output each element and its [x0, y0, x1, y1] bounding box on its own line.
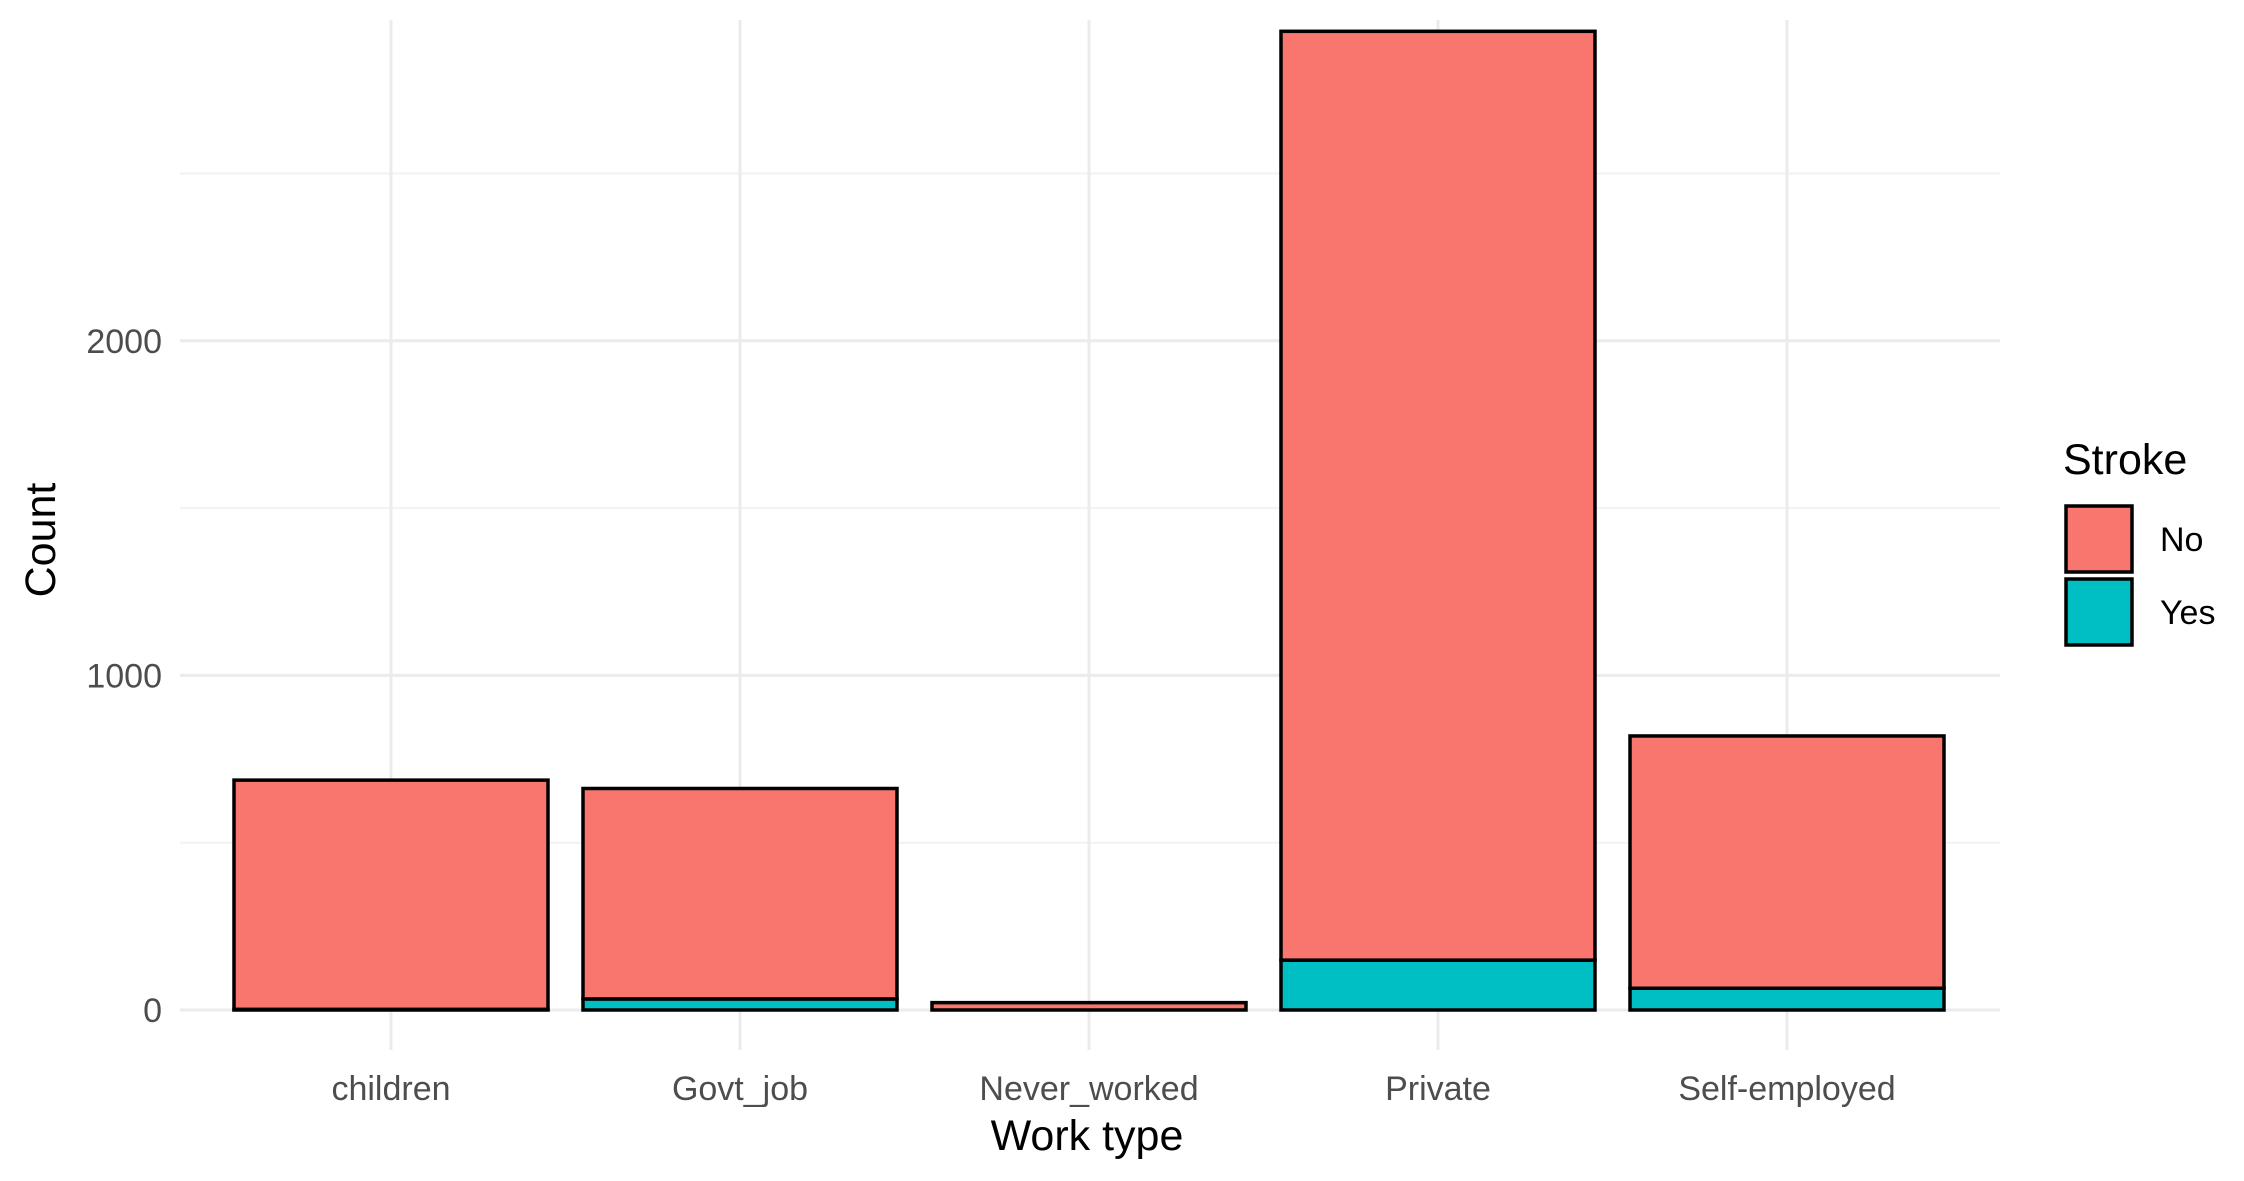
x-axis-title: Work type [991, 1112, 1184, 1160]
y-tick-label: 2000 [86, 323, 162, 361]
bar-private-yes [1279, 958, 1597, 1012]
x-tick-label: children [331, 1070, 450, 1108]
y-axis-title: Count [17, 483, 65, 598]
bar-self-employed-no [1628, 734, 1946, 991]
legend-key-yes [2064, 577, 2134, 647]
y-tick-label: 1000 [86, 657, 162, 695]
x-tick-label: Self-employed [1678, 1070, 1895, 1108]
legend-key-no [2064, 504, 2134, 574]
legend-label-yes: Yes [2160, 594, 2215, 632]
y-tick-label: 0 [143, 992, 162, 1030]
legend-items: No Yes [2064, 504, 2215, 647]
x-tick-label: Govt_job [672, 1070, 808, 1108]
legend-title: Stroke [2063, 436, 2187, 484]
bar-govt-job-no [581, 786, 899, 1001]
bar-private-no [1279, 29, 1597, 962]
bar-never-worked-no [930, 1000, 1248, 1012]
bars-layer [232, 29, 1946, 1012]
legend-label-no: No [2160, 521, 2203, 559]
axis-layer: 0 1000 2000 children Govt_job Never_worked Pri… [86, 323, 1895, 1108]
x-tick-label: Never_worked [979, 1070, 1198, 1108]
bar-children-no [232, 778, 550, 1012]
x-tick-label: Private [1385, 1070, 1491, 1108]
legend: Stroke No Yes [2063, 436, 2215, 647]
bar-self-employed-yes [1628, 986, 1946, 1012]
